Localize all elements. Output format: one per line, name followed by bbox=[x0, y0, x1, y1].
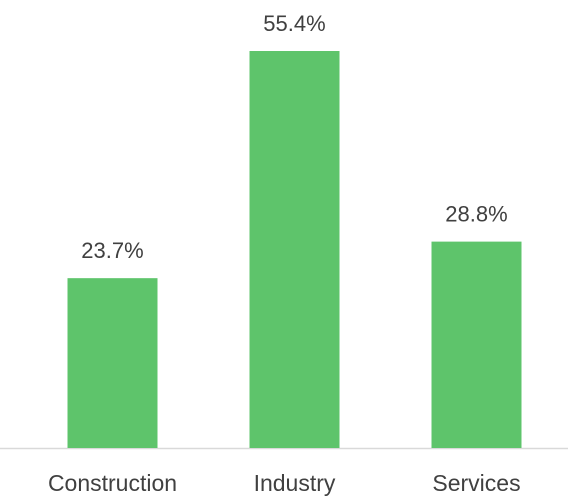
value-label: 23.7% bbox=[81, 238, 143, 263]
x-tick-label: Industry bbox=[254, 470, 336, 496]
x-tick-label: Services bbox=[432, 470, 520, 496]
x-tick-label: Construction bbox=[48, 470, 177, 496]
value-label: 28.8% bbox=[445, 201, 507, 226]
bar bbox=[431, 241, 522, 448]
value-label: 55.4% bbox=[263, 11, 325, 36]
bar bbox=[249, 51, 340, 448]
bar bbox=[67, 278, 158, 448]
